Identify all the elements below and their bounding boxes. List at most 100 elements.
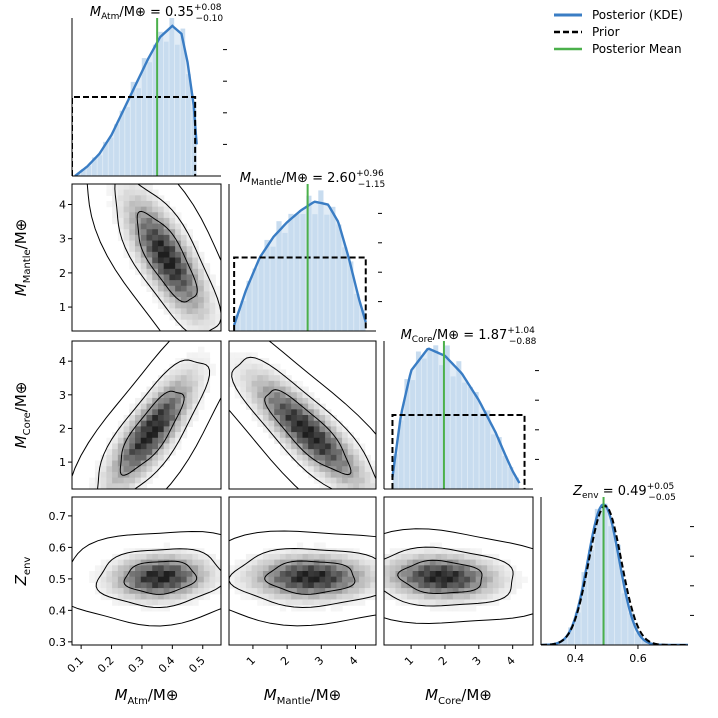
density-cell — [129, 449, 136, 456]
diag-plot-area-mantle — [232, 184, 367, 331]
density-cell — [163, 599, 171, 606]
density-cell — [515, 582, 523, 589]
density-cell — [464, 582, 471, 589]
density-cell — [481, 565, 488, 572]
density-cell — [364, 553, 371, 561]
density-cell — [274, 565, 281, 572]
density-cell — [313, 599, 321, 606]
density-cell — [469, 565, 477, 572]
density-cell — [447, 593, 454, 601]
density-cell — [492, 559, 500, 566]
density-cell — [251, 403, 258, 410]
density-cell — [146, 285, 153, 293]
density-cell — [279, 571, 287, 578]
density-cell — [296, 432, 304, 439]
pair-area — [86, 184, 221, 331]
density-cell — [308, 403, 315, 410]
density-cell — [308, 599, 315, 606]
density-cell — [464, 571, 471, 578]
density-cell — [274, 582, 281, 589]
density-cell — [169, 576, 176, 583]
density-cell — [342, 483, 349, 489]
density-cell — [163, 553, 171, 561]
density-cell — [475, 548, 483, 555]
density-cell — [342, 582, 349, 589]
density-cell — [203, 363, 211, 371]
density-cell — [336, 588, 343, 595]
density-cell — [347, 449, 354, 456]
density-cell — [487, 593, 494, 601]
density-cell — [129, 565, 136, 572]
density-cell — [140, 605, 148, 612]
density-cell — [163, 240, 171, 247]
density-cell — [370, 593, 376, 601]
pair-frame — [228, 340, 377, 490]
density-cell — [257, 386, 264, 393]
density-cell — [112, 582, 119, 589]
density-cell — [123, 471, 130, 479]
pair-area — [384, 528, 533, 624]
prior-line-mantle — [233, 256, 367, 331]
density-cell — [180, 582, 188, 589]
density-cell — [447, 576, 454, 583]
density-cell — [180, 403, 188, 410]
density-cell — [152, 553, 159, 561]
density-cell — [262, 576, 270, 583]
density-cell — [285, 386, 292, 393]
density-cell — [251, 352, 258, 359]
density-cell — [180, 380, 188, 388]
density-cell — [215, 325, 221, 331]
density-cell — [152, 437, 159, 445]
density-cell — [325, 571, 332, 578]
density-cell — [245, 386, 253, 393]
density-cell — [274, 415, 281, 422]
density-cell — [157, 454, 165, 462]
density-cell — [129, 409, 136, 416]
x-tick-label-atm: 0.4 — [156, 654, 178, 676]
density-cell — [117, 195, 125, 202]
density-cell — [285, 397, 292, 405]
density-cell — [251, 593, 258, 601]
density-cell — [175, 212, 182, 219]
density-cell — [140, 223, 148, 230]
density-cell — [163, 268, 171, 276]
density-cell — [418, 559, 425, 566]
density-cell — [274, 397, 281, 405]
density-cell — [175, 302, 182, 309]
density-cell — [469, 588, 477, 595]
density-cell — [268, 369, 275, 376]
density-cell — [257, 392, 264, 399]
density-cell — [435, 576, 442, 583]
density-cell — [94, 466, 102, 473]
density-cell — [180, 274, 188, 281]
density-cell — [209, 553, 216, 561]
density-cell — [175, 392, 182, 399]
density-cell — [146, 471, 153, 479]
density-cell — [152, 471, 159, 479]
title-plus: +0.08 — [194, 3, 222, 13]
density-cell — [129, 200, 136, 208]
density-cell — [186, 397, 193, 405]
density-cell — [274, 576, 281, 583]
density-cell — [163, 229, 171, 236]
density-cell — [123, 437, 130, 445]
density-cell — [198, 325, 205, 331]
contour-line — [97, 359, 211, 489]
density-cell — [412, 571, 419, 578]
density-cell — [364, 454, 371, 462]
density-cell — [140, 576, 148, 583]
density-cell — [192, 582, 199, 589]
density-cell — [192, 325, 199, 331]
density-cell — [169, 559, 176, 566]
density-cell — [175, 229, 182, 236]
density-cell — [251, 409, 258, 416]
density-cell — [198, 291, 205, 298]
density-cell — [257, 409, 264, 416]
density-cell — [469, 571, 477, 578]
legend-label-mean: Posterior Mean — [592, 42, 682, 56]
density-cell — [203, 386, 211, 393]
density-cell — [152, 212, 159, 219]
density-cell — [240, 571, 247, 578]
density-cell — [106, 200, 113, 208]
density-cell — [308, 559, 315, 566]
